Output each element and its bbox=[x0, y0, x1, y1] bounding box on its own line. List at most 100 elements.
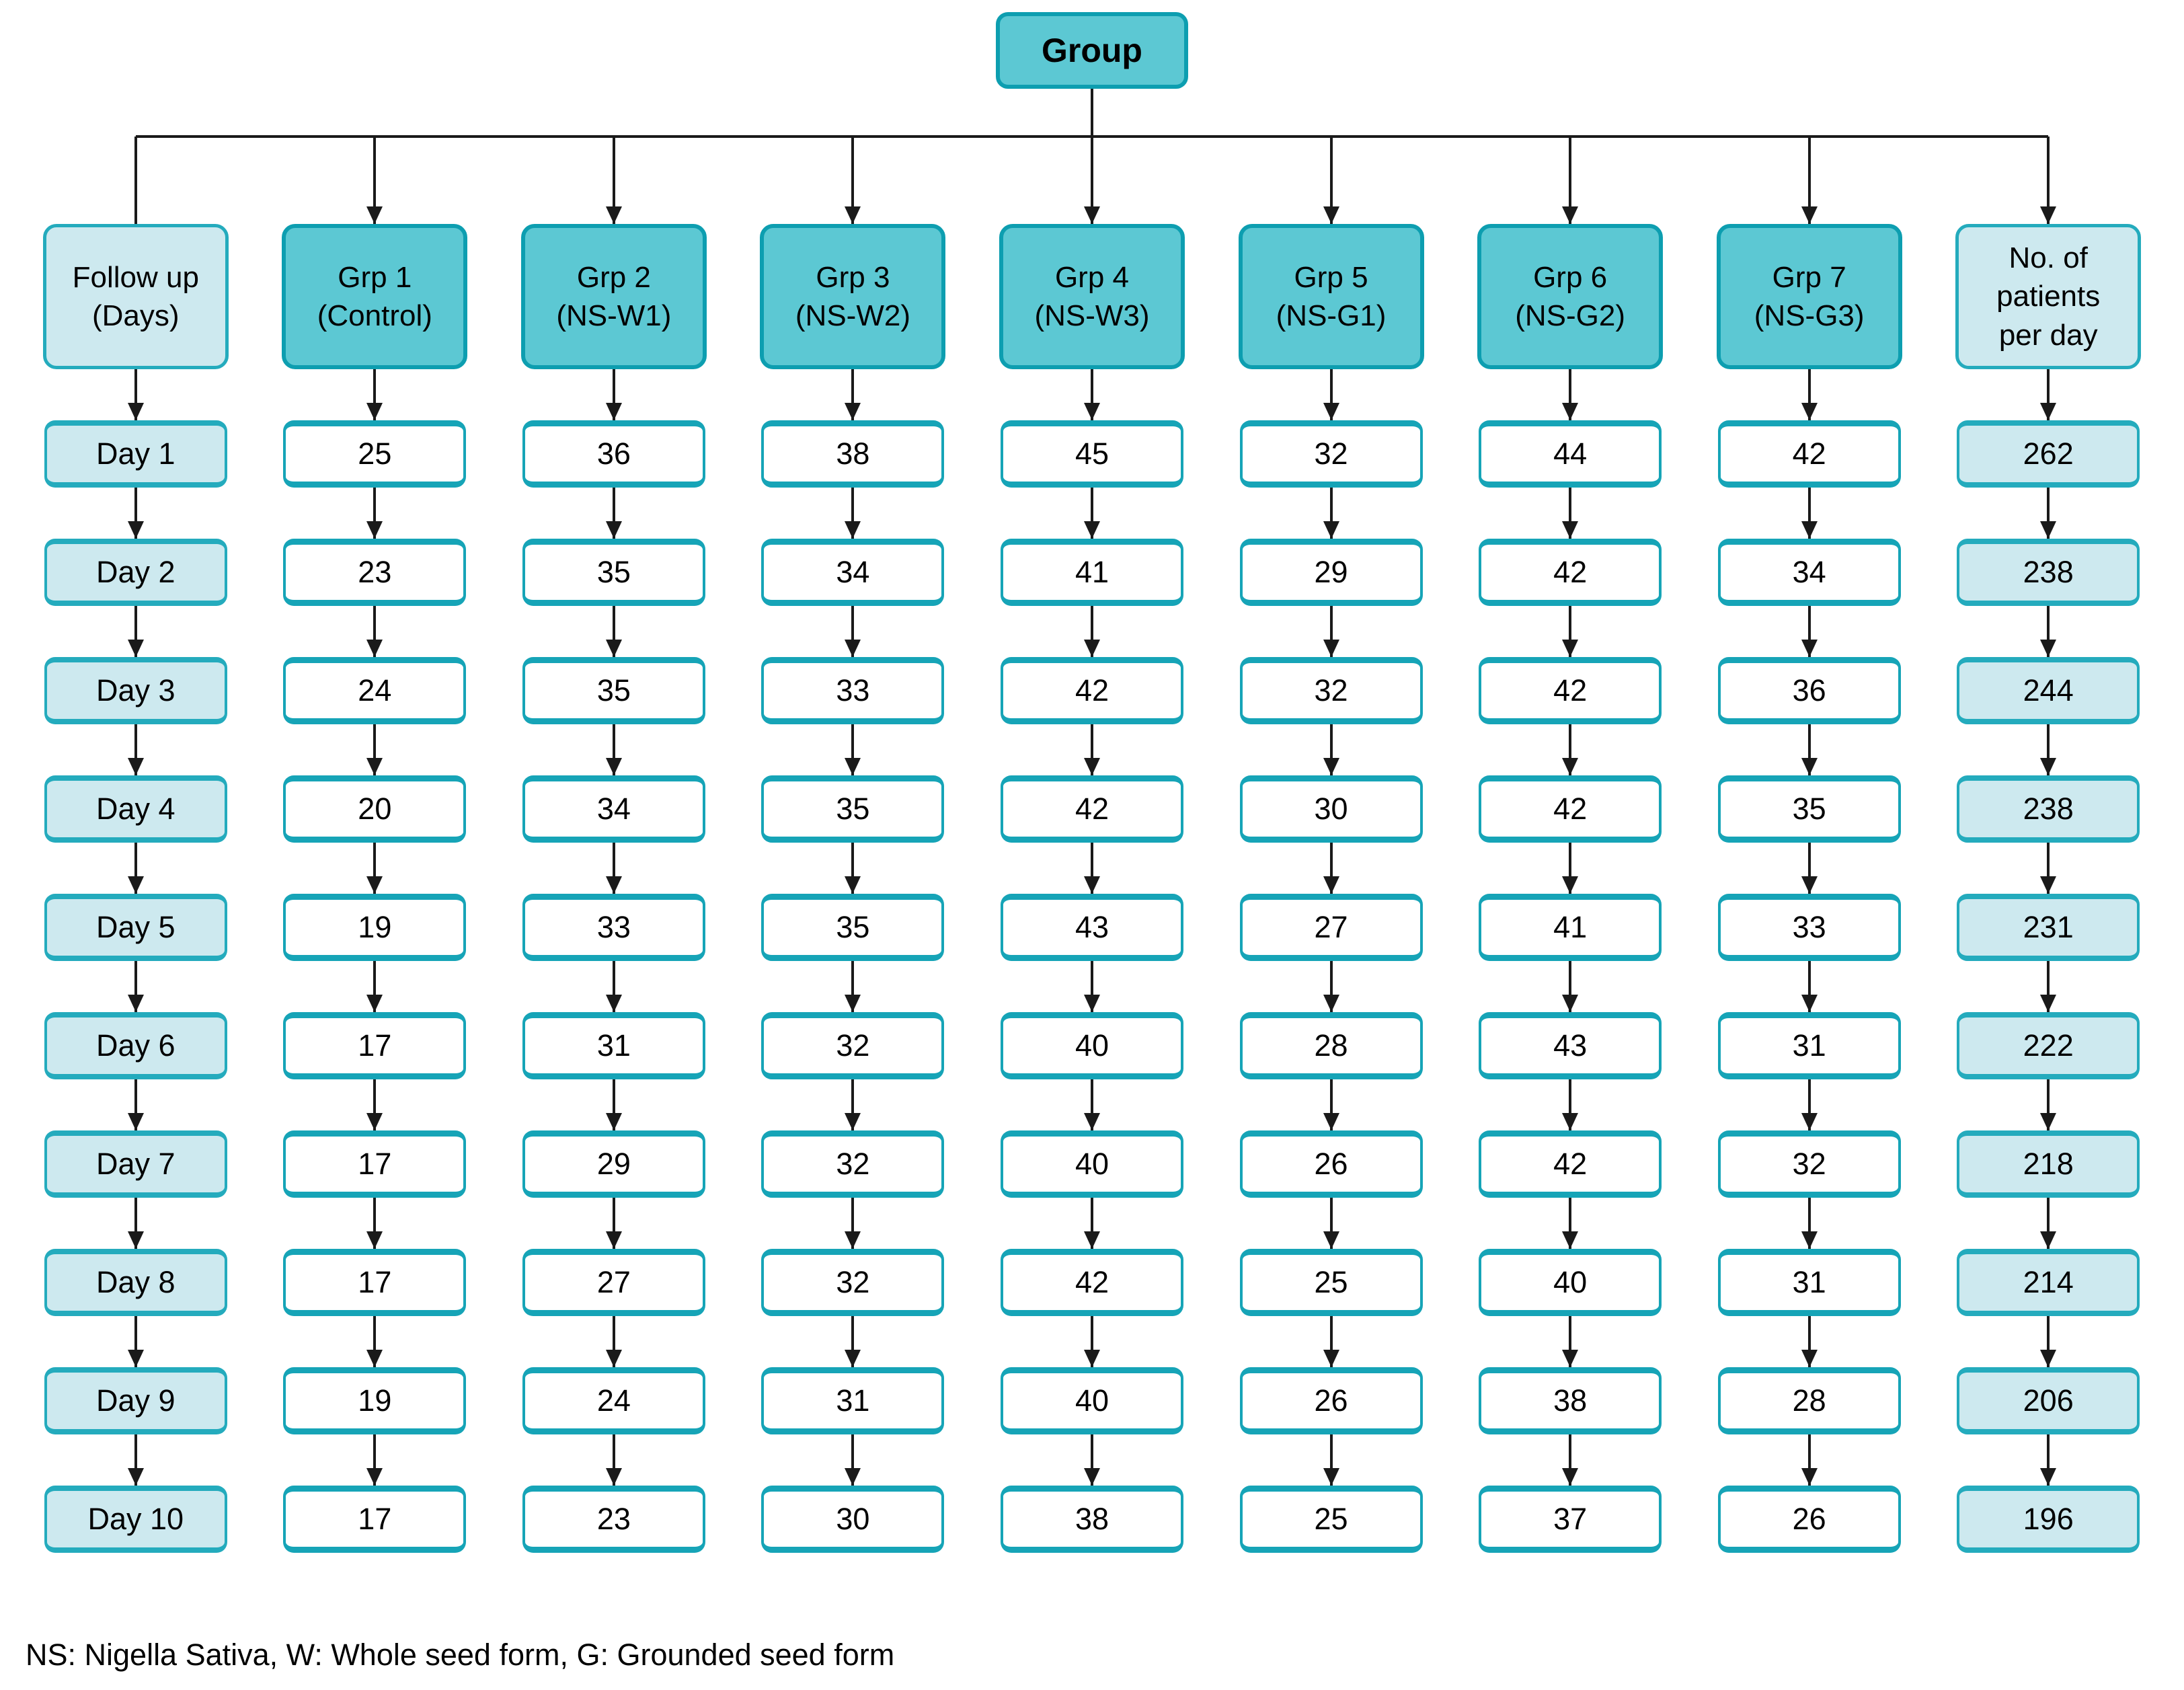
down-arrow bbox=[612, 1434, 615, 1486]
down-arrow bbox=[2047, 1079, 2050, 1130]
down-arrow bbox=[1329, 1079, 1333, 1130]
grp3-cell-row2: 34 bbox=[761, 539, 945, 606]
grp3-cell-row8: 32 bbox=[761, 1249, 945, 1316]
column-header-patients: No. of patients per day bbox=[1955, 224, 2142, 369]
grp5-cell-row10: 25 bbox=[1239, 1486, 1423, 1553]
patients-cell-row3: 244 bbox=[1957, 657, 2140, 724]
down-arrow bbox=[851, 369, 855, 420]
grp1-cell-row5: 19 bbox=[283, 894, 467, 961]
down-arrow bbox=[2047, 606, 2050, 657]
grp1-cell-row1: 25 bbox=[283, 420, 467, 488]
grp5-cell-row6: 28 bbox=[1239, 1012, 1423, 1079]
grp1-cell-row6: 17 bbox=[283, 1012, 467, 1079]
patients-cell-row9: 206 bbox=[1957, 1367, 2140, 1434]
down-arrow bbox=[1569, 1434, 1572, 1486]
connector-group-stem bbox=[1091, 87, 1093, 137]
followup-cell-row1: Day 1 bbox=[44, 420, 227, 488]
connector-drop-arrow bbox=[851, 137, 855, 224]
grp4-cell-row1: 45 bbox=[1000, 420, 1183, 488]
down-arrow bbox=[851, 843, 855, 894]
down-arrow bbox=[1090, 1434, 1093, 1486]
grp5-cell-row3: 32 bbox=[1239, 657, 1423, 724]
down-arrow bbox=[1807, 488, 1811, 539]
grp6-cell-row9: 38 bbox=[1479, 1367, 1662, 1434]
down-arrow bbox=[1090, 1316, 1093, 1367]
patients-cell-row7: 218 bbox=[1957, 1130, 2140, 1198]
down-arrow bbox=[1807, 1434, 1811, 1486]
down-arrow bbox=[1807, 961, 1811, 1012]
down-arrow bbox=[1329, 488, 1333, 539]
down-arrow bbox=[1569, 369, 1572, 420]
patients-cell-row2: 238 bbox=[1957, 539, 2140, 606]
grp5-cell-row9: 26 bbox=[1239, 1367, 1423, 1434]
grp1-cell-row4: 20 bbox=[283, 775, 467, 843]
followup-cell-row6: Day 6 bbox=[44, 1012, 227, 1079]
grp1-cell-row10: 17 bbox=[283, 1486, 467, 1553]
grp2-cell-row8: 27 bbox=[522, 1249, 705, 1316]
grp4-cell-row10: 38 bbox=[1000, 1486, 1183, 1553]
down-arrow bbox=[1569, 843, 1572, 894]
patients-cell-row4: 238 bbox=[1957, 775, 2140, 843]
grp3-cell-row10: 30 bbox=[761, 1486, 945, 1553]
grp3-cell-row1: 38 bbox=[761, 420, 945, 488]
down-arrow bbox=[373, 843, 377, 894]
down-arrow bbox=[612, 606, 615, 657]
grp2-cell-row1: 36 bbox=[522, 420, 705, 488]
down-arrow bbox=[134, 1316, 137, 1367]
grp3-cell-row6: 32 bbox=[761, 1012, 945, 1079]
patients-cell-row1: 262 bbox=[1957, 420, 2140, 488]
patients-cell-row6: 222 bbox=[1957, 1012, 2140, 1079]
grp2-cell-row2: 35 bbox=[522, 539, 705, 606]
down-arrow bbox=[851, 1198, 855, 1249]
down-arrow bbox=[851, 724, 855, 775]
column-grp3: Grp 3 (NS-W2) 38 34 33 35 35 32 32 32 31 30 bbox=[734, 137, 973, 1553]
followup-cell-row5: Day 5 bbox=[44, 894, 227, 961]
column-header-grp5: Grp 5 (NS-G1) bbox=[1238, 224, 1424, 369]
grp5-cell-row5: 27 bbox=[1239, 894, 1423, 961]
down-arrow bbox=[851, 488, 855, 539]
grp4-cell-row3: 42 bbox=[1000, 657, 1183, 724]
followup-cell-row2: Day 2 bbox=[44, 539, 227, 606]
column-grp5: Grp 5 (NS-G1) 32 29 32 30 27 28 26 25 26 25 bbox=[1212, 137, 1451, 1553]
down-arrow bbox=[612, 724, 615, 775]
down-arrow bbox=[373, 1079, 377, 1130]
grp2-cell-row4: 34 bbox=[522, 775, 705, 843]
down-arrow bbox=[612, 961, 615, 1012]
down-arrow bbox=[1569, 606, 1572, 657]
connector-drop-arrow bbox=[373, 137, 377, 224]
grp6-cell-row8: 40 bbox=[1479, 1249, 1662, 1316]
down-arrow bbox=[1569, 1079, 1572, 1130]
grp1-cell-row2: 23 bbox=[283, 539, 467, 606]
grp7-cell-row8: 31 bbox=[1717, 1249, 1901, 1316]
down-arrow bbox=[1807, 369, 1811, 420]
column-grp7: Grp 7 (NS-G3) 42 34 36 35 33 31 32 31 28 26 bbox=[1690, 137, 1929, 1553]
down-arrow bbox=[1807, 606, 1811, 657]
grp6-cell-row5: 41 bbox=[1479, 894, 1662, 961]
down-arrow bbox=[1329, 724, 1333, 775]
down-arrow bbox=[1569, 488, 1572, 539]
down-arrow bbox=[1090, 724, 1093, 775]
down-arrow bbox=[1329, 606, 1333, 657]
grp3-cell-row3: 33 bbox=[761, 657, 945, 724]
down-arrow bbox=[1090, 488, 1093, 539]
patients-cell-row10: 196 bbox=[1957, 1486, 2140, 1553]
connector-drop-arrow bbox=[1090, 137, 1093, 224]
down-arrow bbox=[134, 606, 137, 657]
down-arrow bbox=[612, 843, 615, 894]
down-arrow bbox=[612, 488, 615, 539]
grp4-cell-row7: 40 bbox=[1000, 1130, 1183, 1198]
grp4-cell-row6: 40 bbox=[1000, 1012, 1183, 1079]
grp2-cell-row5: 33 bbox=[522, 894, 705, 961]
grp5-cell-row4: 30 bbox=[1239, 775, 1423, 843]
down-arrow bbox=[1329, 961, 1333, 1012]
down-arrow bbox=[373, 961, 377, 1012]
grp7-cell-row7: 32 bbox=[1717, 1130, 1901, 1198]
down-arrow bbox=[1329, 843, 1333, 894]
grp6-cell-row10: 37 bbox=[1479, 1486, 1662, 1553]
down-arrow bbox=[2047, 1316, 2050, 1367]
down-arrow bbox=[373, 606, 377, 657]
grp7-cell-row5: 33 bbox=[1717, 894, 1901, 961]
grp7-cell-row10: 26 bbox=[1717, 1486, 1901, 1553]
down-arrow bbox=[612, 1079, 615, 1130]
grp7-cell-row3: 36 bbox=[1717, 657, 1901, 724]
